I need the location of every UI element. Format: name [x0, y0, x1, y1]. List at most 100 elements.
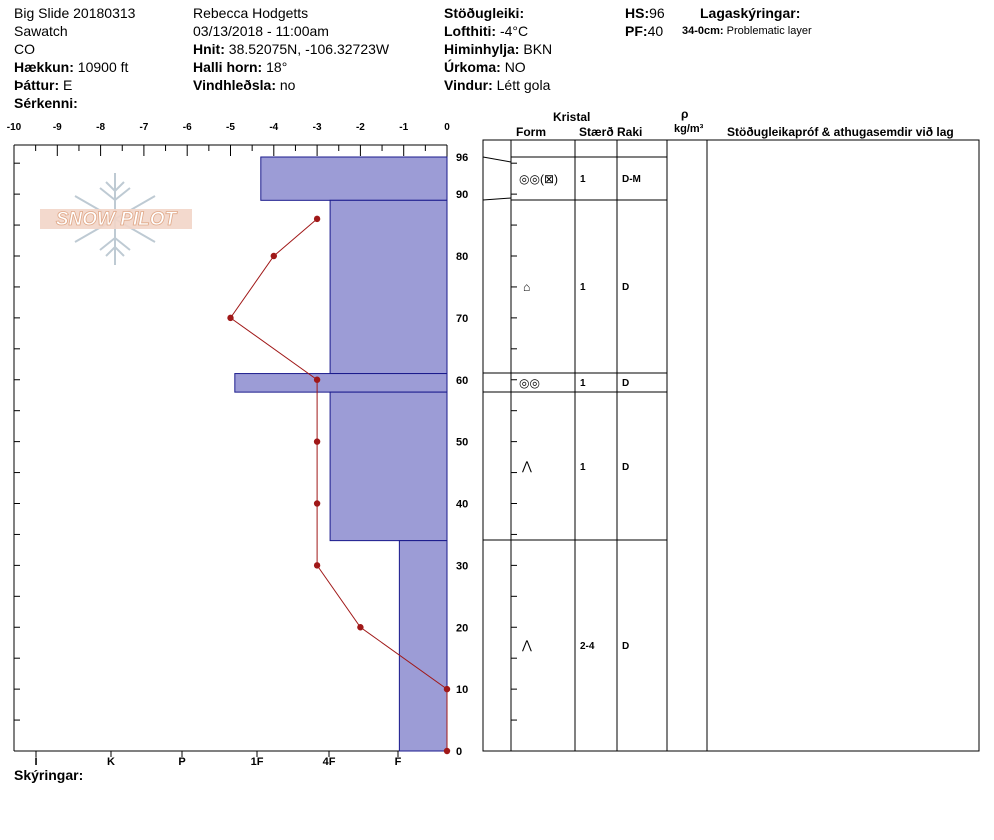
- layer-5-moisture: D: [622, 641, 630, 652]
- elevation-value: 10900 ft: [77, 59, 129, 75]
- temp-tick-label: -8: [96, 122, 105, 133]
- temp-tick-label: -9: [53, 122, 62, 133]
- temperature-point: [313, 376, 321, 383]
- temp-tick-label: -3: [313, 122, 322, 133]
- temp-tick-label: 0: [444, 122, 450, 133]
- aspect-value: E: [63, 77, 73, 93]
- precip-value: NO: [504, 59, 526, 75]
- specifics: Sérkenni:: [14, 94, 78, 112]
- hs-label: HS:: [625, 5, 650, 21]
- notes-label: Skýringar:: [14, 767, 84, 783]
- stability: Stöðugleiki:: [444, 4, 524, 22]
- moisture-header: Raki: [617, 125, 643, 139]
- temperature-point: [443, 685, 451, 693]
- coords-value: 38.52075N, -106.32723W: [228, 41, 390, 57]
- precip-label: Úrkoma:: [444, 59, 501, 75]
- hardness-tick-label: 4F: [323, 756, 336, 768]
- height-tick-label: 50: [456, 437, 468, 449]
- layer-3-form: ◎◎: [519, 376, 540, 390]
- layer-2-size: 1: [580, 282, 586, 293]
- form-header: Form: [516, 125, 546, 139]
- sky-cover: Himinhylja: BKN: [444, 40, 552, 58]
- hardness-bar: [398, 540, 448, 752]
- logo-text: SNOW PILOT: [56, 209, 178, 230]
- table-depth-ticks: [511, 162, 517, 721]
- hardness-bar: [234, 373, 448, 393]
- layer-note: 34-0cm: Problematic layer: [682, 22, 812, 40]
- layer-2-moisture: D: [622, 282, 630, 293]
- temperature-point: [313, 438, 321, 445]
- pf: PF:40: [625, 22, 663, 40]
- hardness-tick-label: F: [395, 756, 402, 768]
- slope-label: Halli horn:: [193, 59, 263, 75]
- elevation-label: Hækkun:: [14, 59, 74, 75]
- temperature-point: [313, 500, 321, 507]
- observer: Rebecca Hodgetts: [193, 5, 309, 21]
- height-axis: 0 10 20 30 40 50 60 70 80 90 96: [440, 152, 468, 758]
- layer-table-grid: [482, 139, 980, 752]
- temperature-profile: [227, 215, 451, 755]
- height-tick-label: 40: [456, 499, 468, 511]
- height-tick-label: 0: [456, 746, 462, 758]
- stability-label: Stöðugleiki:: [444, 5, 525, 21]
- temperature-line: [229, 218, 448, 751]
- layer-4-moisture: D: [622, 462, 630, 473]
- coords-label: Hnit:: [193, 41, 225, 57]
- temp-tick-label: -5: [226, 122, 235, 133]
- hardness-bar: [329, 199, 448, 375]
- temperature-point: [357, 624, 364, 631]
- temperature-point: [313, 562, 321, 569]
- layer-4-form: ⋀: [522, 459, 532, 473]
- temp-tick-label: -2: [356, 122, 365, 133]
- temperature-point: [313, 215, 321, 223]
- layer-notes-label: Lagaskýringar:: [700, 5, 801, 21]
- height-tick-label: 70: [456, 313, 468, 325]
- specifics-label: Sérkenni:: [14, 95, 78, 111]
- temperature-point: [270, 252, 277, 260]
- precipitation: Úrkoma: NO: [444, 58, 526, 76]
- hardness-tick-label: 1F: [251, 756, 264, 768]
- layer-3-size: 1: [580, 378, 586, 389]
- layer-2-form: ⌂: [523, 280, 531, 294]
- sky-label: Himinhylja:: [444, 41, 520, 57]
- datetime: 03/13/2018 - 11:00am: [193, 23, 329, 39]
- rho-header: ρ: [681, 107, 689, 121]
- layer-1-moisture: D-M: [622, 174, 641, 185]
- layer-5-size: 2-4: [580, 641, 595, 652]
- size-header: Stærð: [579, 125, 614, 139]
- height-tick-label: 60: [456, 375, 468, 387]
- aspect-label: Þáttur:: [14, 77, 60, 93]
- hs-value: 96: [649, 5, 665, 21]
- air-temp-label: Lofthiti:: [444, 23, 497, 39]
- hardness-bar: [260, 156, 448, 201]
- notes: Skýringar:: [14, 766, 83, 784]
- sky-value: BKN: [523, 41, 553, 57]
- wind: Vindur: Létt gola: [444, 76, 550, 94]
- elevation: Hækkun: 10900 ft: [14, 58, 128, 76]
- air-temp: Lofthiti: -4°C: [444, 22, 528, 40]
- height-tick-label: 90: [456, 189, 468, 201]
- wind-value: Létt gola: [496, 77, 551, 93]
- height-tick-label: 20: [456, 622, 468, 634]
- hardness-tick-label: I: [34, 756, 37, 768]
- slope-value: 18°: [266, 59, 288, 75]
- aspect: Þáttur: E: [14, 76, 72, 94]
- hs: HS:96: [625, 4, 665, 22]
- height-tick-label: 10: [456, 684, 468, 696]
- height-tick-label: 30: [456, 560, 468, 572]
- layer-note-text: Problematic layer: [726, 25, 812, 37]
- pf-value: 40: [647, 23, 664, 39]
- hardness-bars: [234, 156, 448, 752]
- snowpilot-logo: SNOW PILOT: [40, 173, 192, 265]
- coordinates: Hnit: 38.52075N, -106.32723W: [193, 40, 389, 58]
- temp-tick-label: -10: [7, 122, 22, 133]
- state: CO: [14, 41, 35, 57]
- layer-4-size: 1: [580, 462, 586, 473]
- hardness-axis: I K P 1F 4F F: [34, 751, 402, 768]
- crystal-header: Kristal: [553, 110, 591, 124]
- slope-angle: Halli horn: 18°: [193, 58, 287, 76]
- wind-loading-label: Vindhleðsla:: [193, 77, 276, 93]
- temp-tick-label: -7: [139, 122, 148, 133]
- layer-5-form: ⋀: [522, 638, 532, 652]
